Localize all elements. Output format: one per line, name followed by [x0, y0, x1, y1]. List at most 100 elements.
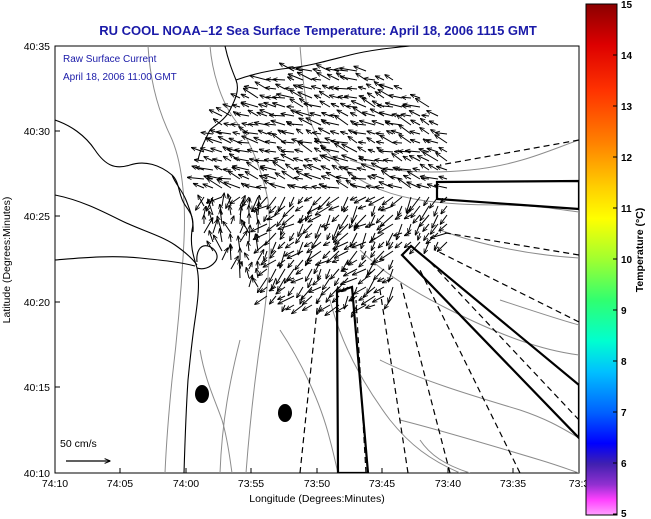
current-vector	[421, 178, 430, 179]
current-vector	[244, 86, 259, 89]
current-vector	[269, 286, 277, 291]
current-vector	[366, 196, 376, 201]
current-vector	[331, 268, 340, 279]
current-vector	[305, 159, 313, 161]
current-vector	[298, 223, 304, 237]
current-vector	[378, 223, 394, 233]
current-vector	[223, 222, 232, 234]
current-vector	[209, 211, 214, 225]
current-vector	[331, 131, 340, 134]
current-vector	[215, 166, 223, 171]
scale-label: 50 cm/s	[60, 438, 97, 450]
buoy-marker	[278, 404, 292, 422]
current-vector	[352, 178, 367, 179]
current-vector	[380, 112, 394, 117]
current-vector	[384, 160, 394, 161]
current-vector	[327, 196, 340, 206]
current-vector	[294, 178, 304, 179]
current-vector	[288, 286, 295, 296]
current-vector	[282, 171, 295, 180]
current-vector	[439, 147, 448, 153]
current-vector	[209, 110, 223, 117]
current-vector	[401, 114, 412, 116]
current-vector	[342, 196, 349, 211]
current-vector	[394, 86, 403, 89]
current-vector	[273, 97, 286, 98]
current-vector	[341, 269, 349, 271]
current-vector	[392, 153, 403, 162]
colorbar-tick-label: 9	[621, 306, 627, 317]
current-vector	[388, 286, 394, 302]
current-vector	[437, 241, 448, 251]
current-vector	[312, 232, 322, 248]
current-vector	[379, 151, 394, 152]
current-vector	[418, 156, 430, 162]
colorbar-tick-label: 11	[621, 204, 632, 215]
current-vector	[354, 286, 367, 294]
current-vector	[277, 94, 295, 99]
current-vector	[297, 72, 313, 81]
current-vector	[282, 214, 295, 225]
current-vector	[374, 268, 385, 280]
current-vector	[305, 174, 322, 180]
current-vector	[403, 156, 412, 162]
current-vector	[290, 196, 295, 207]
current-vector	[427, 148, 439, 153]
current-vector	[273, 79, 286, 80]
current-vector	[276, 286, 286, 294]
current-vector	[410, 156, 421, 162]
current-vector	[308, 277, 313, 288]
current-vector	[327, 74, 340, 81]
current-vector	[437, 166, 448, 171]
current-vector	[249, 198, 250, 207]
current-vector	[313, 196, 322, 205]
current-vector	[404, 241, 412, 248]
current-vector	[359, 259, 367, 267]
current-vector	[413, 214, 421, 223]
current-vector	[236, 114, 250, 116]
current-vector	[420, 128, 430, 135]
current-vector	[230, 256, 238, 270]
colorbar-tick-label: 6	[621, 459, 627, 470]
current-vector	[418, 232, 420, 240]
current-vector	[286, 164, 295, 171]
current-vector	[335, 232, 349, 244]
current-vector	[436, 133, 448, 134]
current-vector	[273, 103, 286, 108]
current-vector	[245, 253, 250, 261]
current-vector	[270, 295, 277, 304]
current-vector	[432, 214, 439, 228]
current-vector	[264, 250, 268, 261]
current-vector	[260, 286, 268, 293]
current-vector	[372, 205, 376, 216]
current-vector	[434, 205, 439, 216]
current-vector	[230, 196, 241, 204]
current-vector	[257, 261, 258, 270]
current-vector	[326, 268, 331, 279]
current-vector	[296, 129, 304, 135]
current-vector	[396, 223, 403, 240]
current-vector	[283, 205, 295, 217]
current-vector	[221, 248, 228, 261]
current-vector	[247, 162, 259, 171]
current-vector	[408, 171, 421, 180]
current-vector	[389, 241, 394, 249]
current-vector	[406, 151, 421, 152]
current-vector	[337, 223, 349, 236]
current-vector	[211, 148, 223, 153]
current-vector	[352, 304, 367, 313]
current-vector	[203, 184, 214, 189]
current-vector	[278, 223, 295, 229]
current-vector	[439, 177, 448, 180]
current-vector	[315, 95, 322, 98]
current-vector	[382, 196, 394, 205]
current-vector	[251, 223, 268, 232]
current-vector	[307, 241, 322, 253]
current-vector	[322, 121, 340, 126]
current-vector	[408, 223, 411, 233]
current-vector	[364, 79, 376, 81]
current-vector	[291, 277, 304, 283]
x-axis: 74:10 74:05 74:00 73:55 73:50 73:45 73:4…	[42, 468, 589, 490]
current-vector	[312, 79, 322, 80]
current-vector	[266, 88, 277, 89]
